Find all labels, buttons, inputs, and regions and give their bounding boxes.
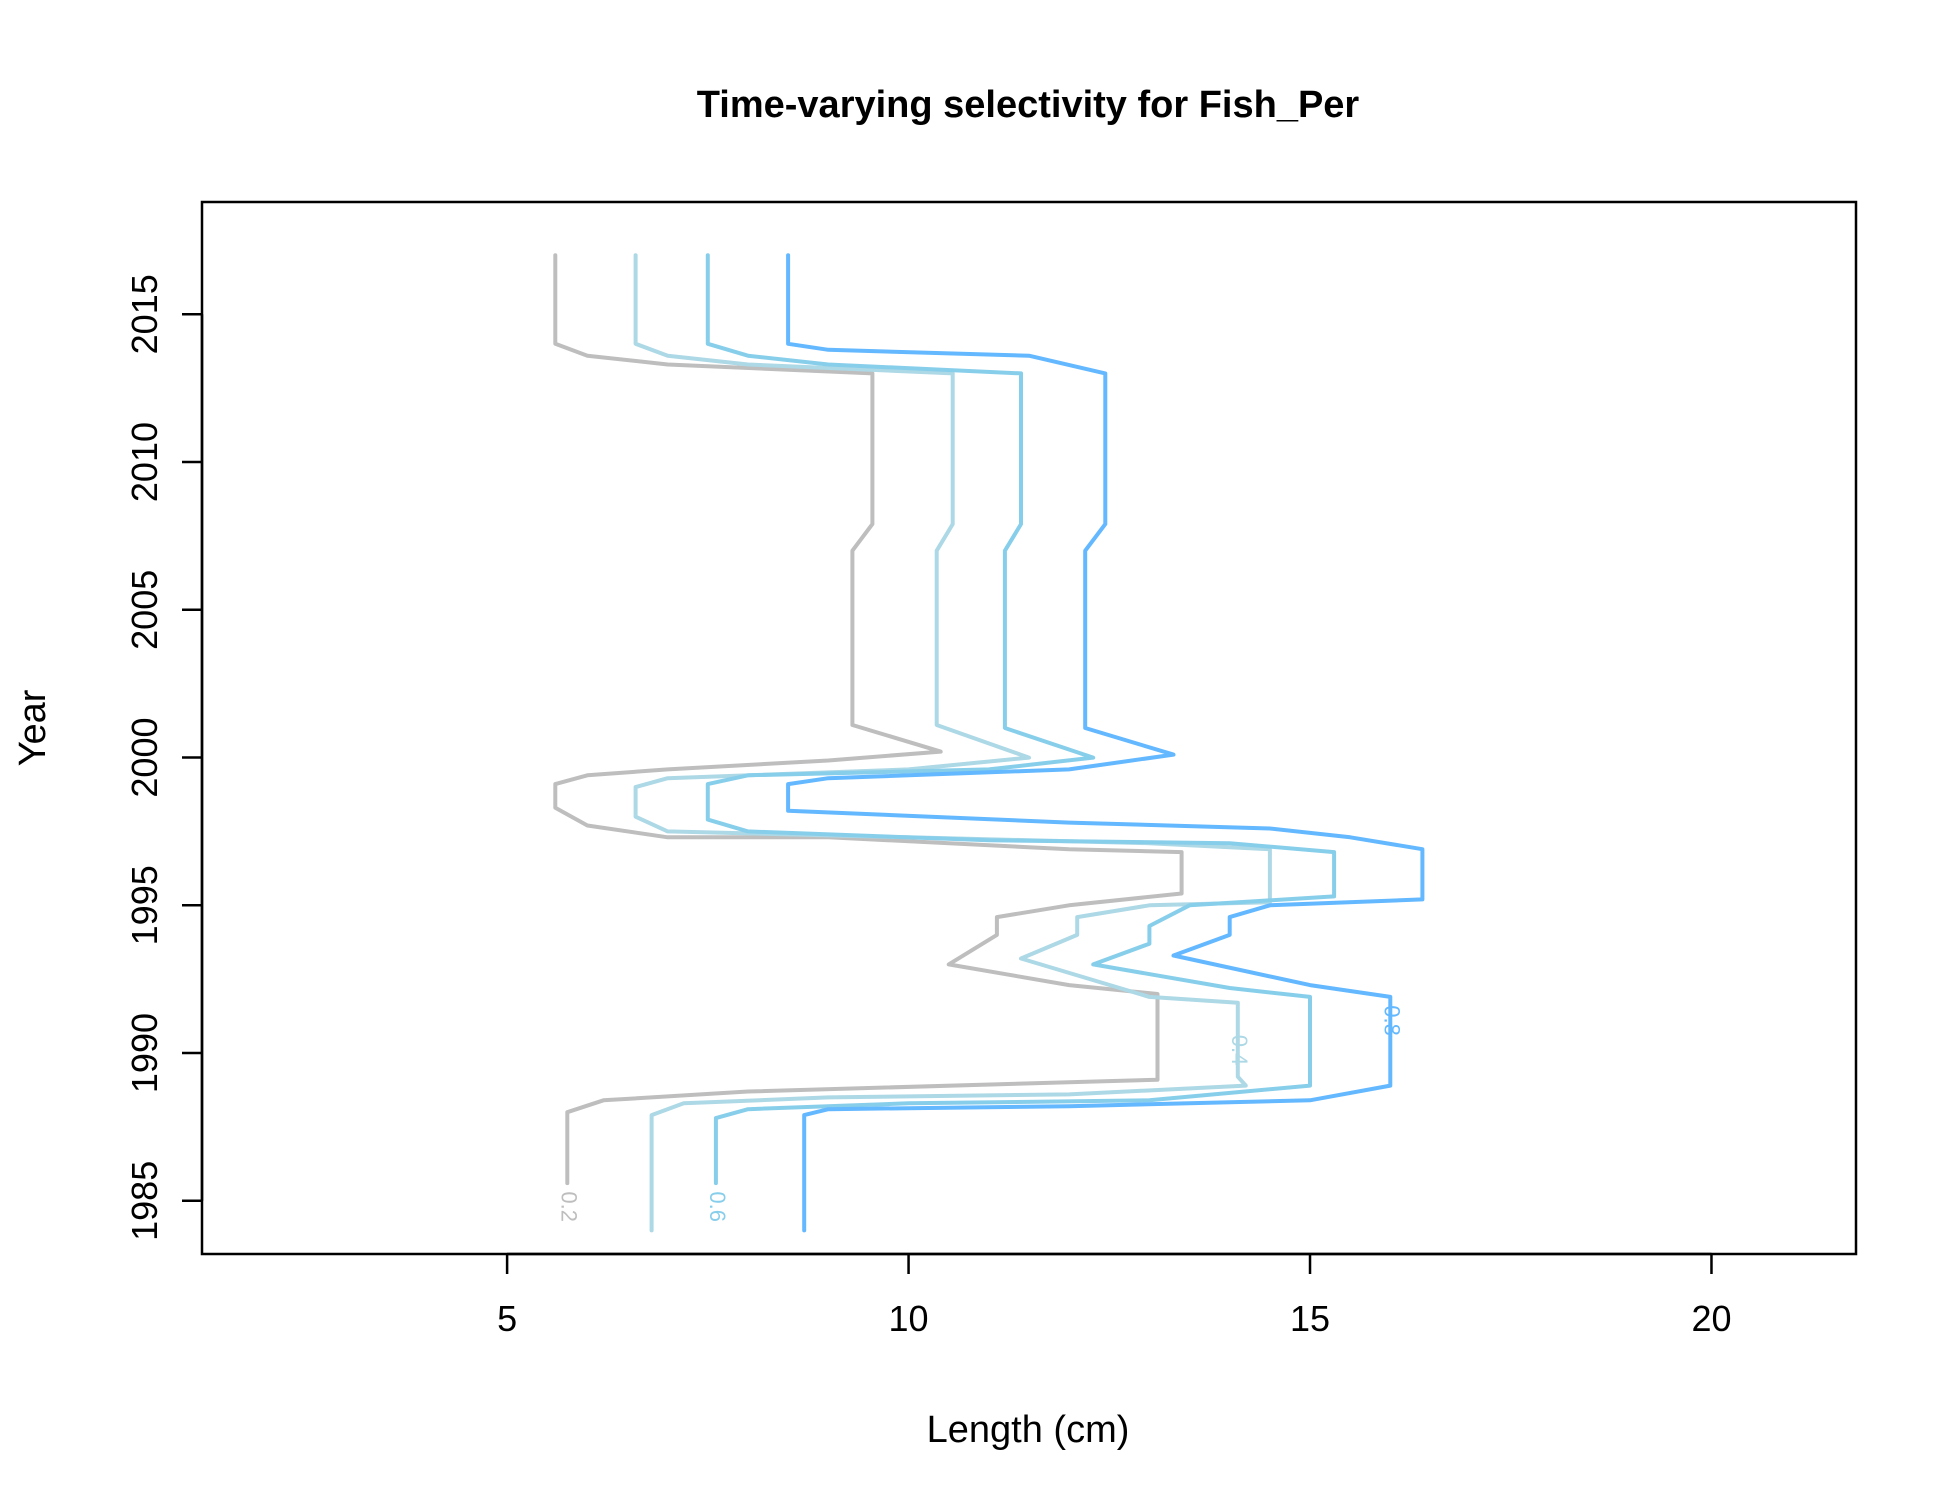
y-tick-label: 2005 — [124, 570, 165, 650]
series-label-0.2: 0.2 — [556, 1191, 581, 1222]
x-tick-label: 20 — [1691, 1298, 1731, 1339]
series-line-0.4 — [633, 253, 1272, 1233]
chart-title: Time-varying selectivity for Fish_Per — [697, 84, 1360, 126]
y-axis: 1985 1990 1995 2000 2005 2010 2015 — [124, 274, 204, 1241]
series-line-0.2 — [553, 253, 1184, 1186]
y-tick-label: 1990 — [124, 1013, 165, 1093]
y-tick-label: 2000 — [124, 718, 165, 798]
x-tick-label: 10 — [889, 1298, 929, 1339]
x-axis-label: Length (cm) — [927, 1409, 1130, 1451]
y-tick-label: 2015 — [124, 274, 165, 354]
y-tick-label: 1985 — [124, 1161, 165, 1241]
y-tick-label: 1995 — [124, 865, 165, 945]
y-axis-label: Year — [12, 689, 54, 766]
series-line-0.6 — [705, 253, 1337, 1186]
x-axis: 5 10 15 20 — [497, 1252, 1731, 1339]
series-line-0.8 — [786, 253, 1425, 1233]
series-layer: 0.2 0.4 0.6 0.8 — [553, 253, 1425, 1233]
series-label-0.4: 0.4 — [1227, 1035, 1252, 1066]
series-label-0.6: 0.6 — [705, 1191, 730, 1222]
y-tick-label: 2010 — [124, 422, 165, 502]
x-tick-label: 15 — [1290, 1298, 1330, 1339]
series-label-0.8: 0.8 — [1379, 1005, 1404, 1036]
x-tick-label: 5 — [497, 1298, 517, 1339]
